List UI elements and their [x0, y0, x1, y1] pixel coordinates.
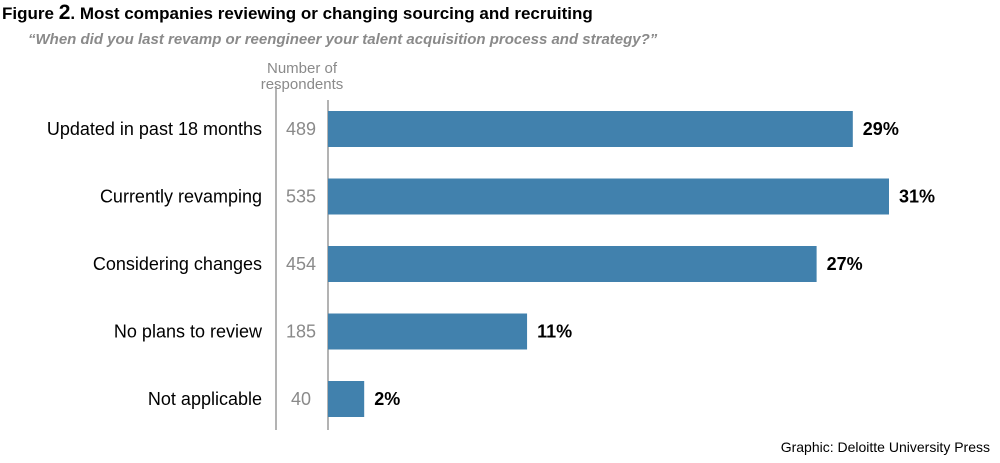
category-label: Currently revamping: [100, 187, 262, 207]
data-bar: [328, 111, 853, 147]
data-label: 11%: [537, 322, 572, 342]
data-label: 27%: [827, 254, 863, 274]
category-label: Updated in past 18 months: [47, 119, 262, 139]
chart-subtitle: “When did you last revamp or reengineer …: [28, 31, 658, 48]
respondents-header: Number of respondents: [260, 60, 344, 93]
data-bar: [328, 246, 817, 282]
data-bar: [328, 313, 528, 350]
category-label: No plans to review: [114, 322, 263, 342]
respondent-count: 454: [286, 254, 316, 274]
data-bar: [328, 381, 365, 417]
data-bar: [328, 178, 889, 215]
chart-title: Figure 2. Most companies reviewing or ch…: [2, 1, 593, 25]
figure-label: Figure: [2, 4, 54, 23]
data-label: 2%: [374, 389, 400, 409]
category-label: Considering changes: [93, 254, 262, 274]
respondent-count: 535: [286, 187, 316, 207]
data-label: 29%: [863, 119, 899, 139]
figure-title-text: . Most companies reviewing or changing s…: [70, 4, 593, 23]
data-label: 31%: [899, 187, 935, 207]
respondent-count: 185: [286, 322, 316, 342]
graphic-credit: Graphic: Deloitte University Press: [780, 439, 990, 455]
figure-number: 2: [58, 1, 71, 24]
respondent-count: 40: [291, 389, 311, 409]
respondent-count: 489: [286, 119, 316, 139]
category-label: Not applicable: [148, 389, 262, 409]
